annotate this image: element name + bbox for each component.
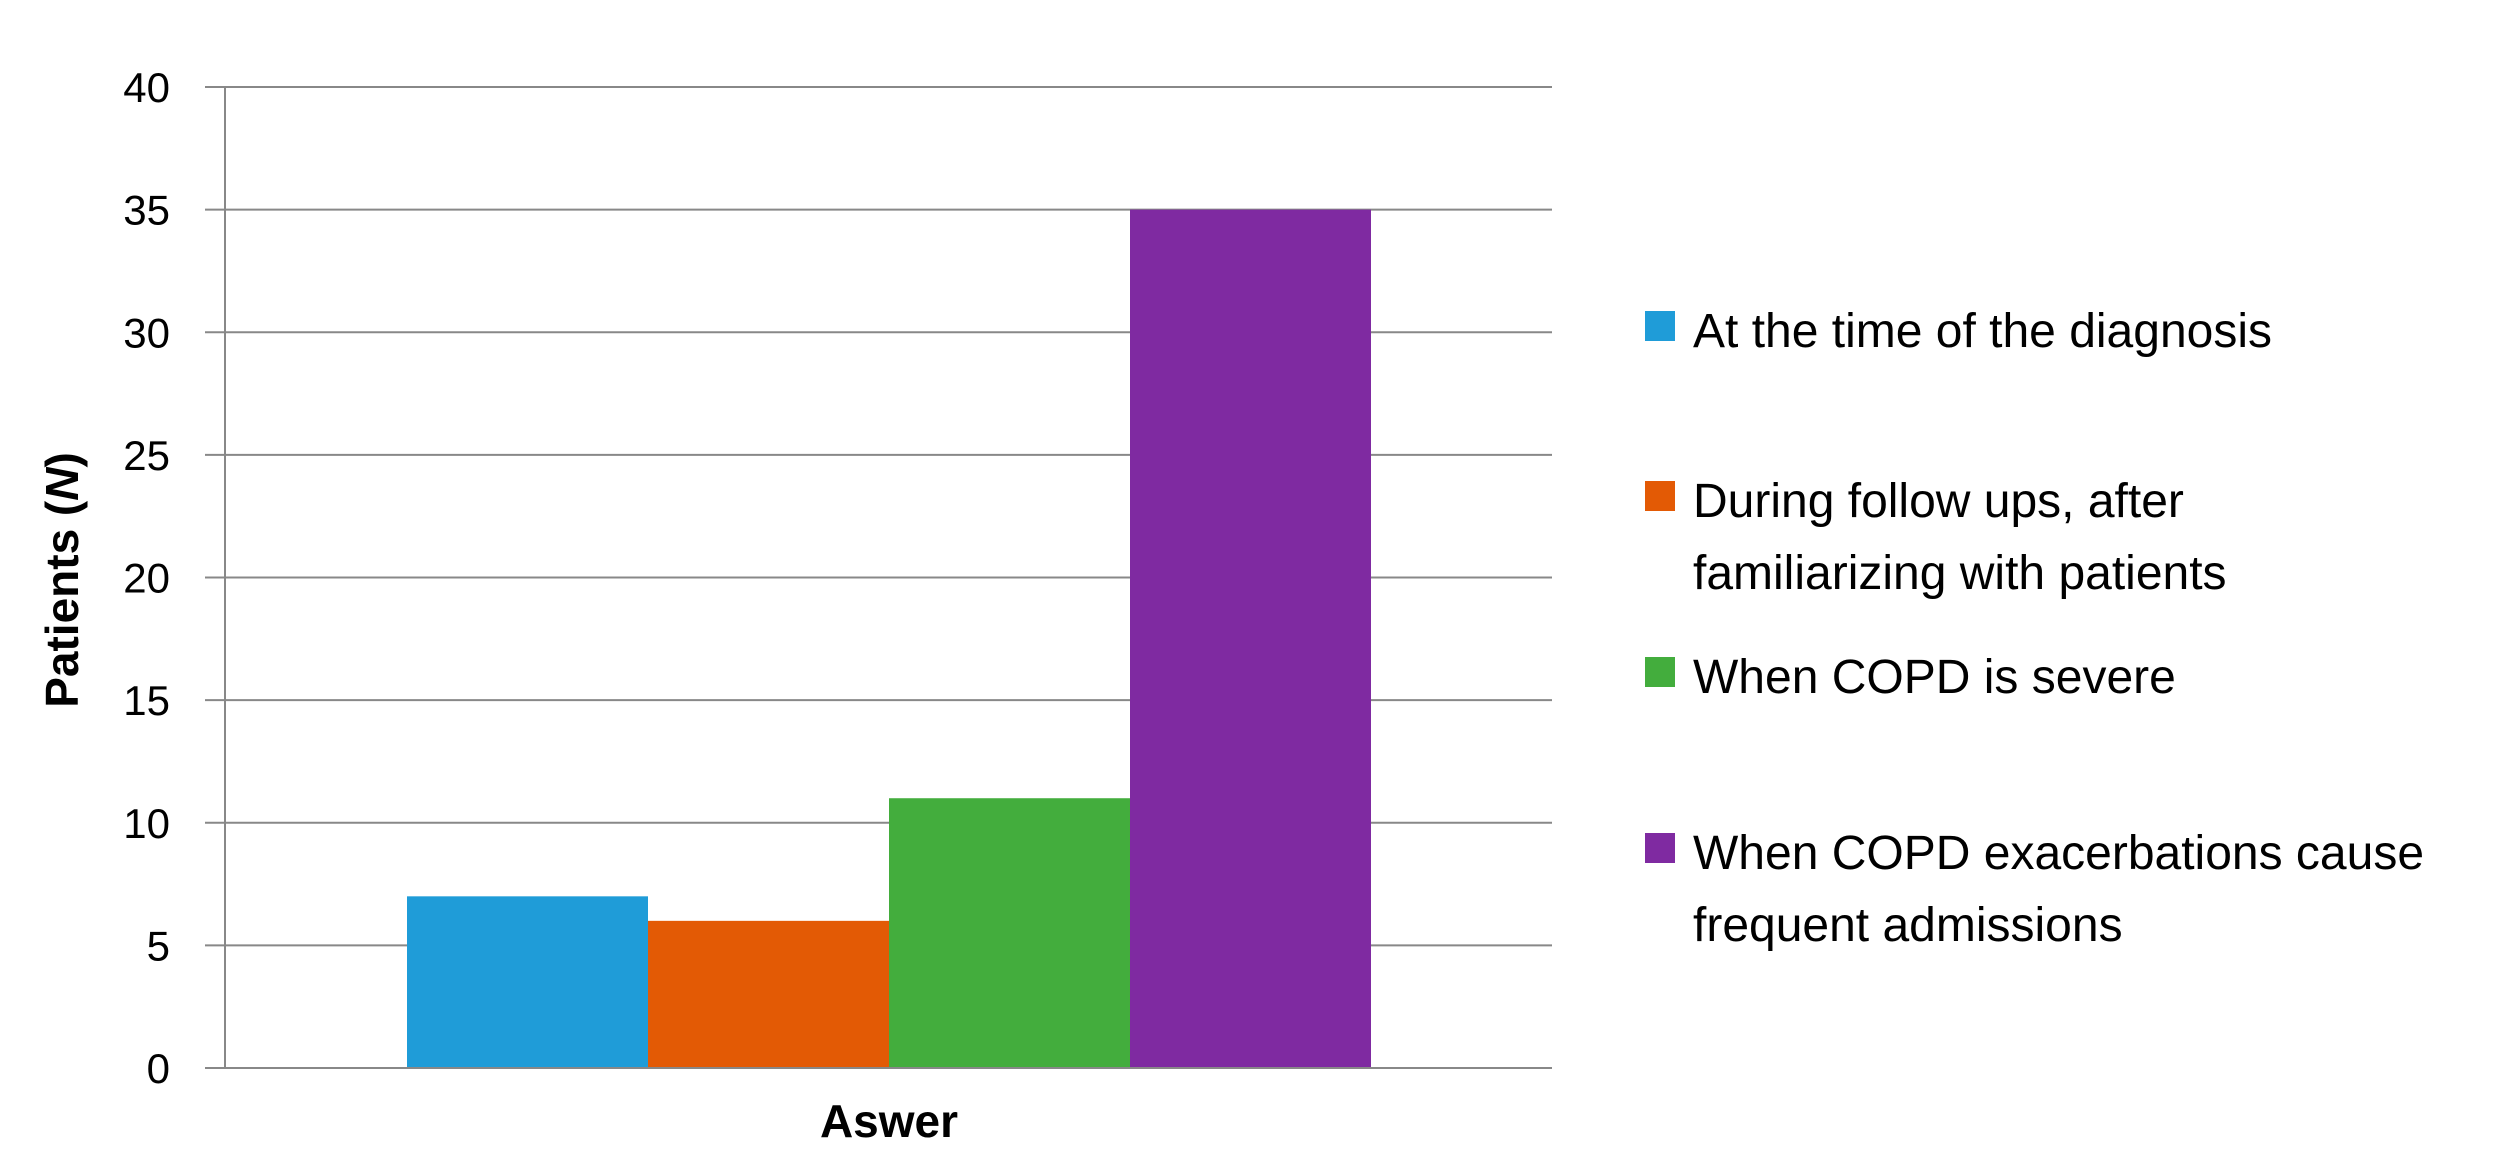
y-tick-label: 35	[123, 187, 170, 234]
legend-label: During follow ups, after familiarizing w…	[1693, 475, 2227, 600]
bar	[889, 798, 1130, 1068]
y-tick-label: 0	[147, 1045, 170, 1092]
legend: At the time of the diagnosis During follo…	[1645, 0, 2505, 1164]
legend-swatch	[1645, 833, 1675, 863]
bar	[1130, 209, 1371, 1068]
y-tick-label: 20	[123, 555, 170, 602]
bars	[407, 209, 1371, 1068]
y-tick-label: 25	[123, 432, 170, 479]
bar	[648, 920, 889, 1068]
legend-label: When COPD is severe	[1693, 651, 2176, 704]
y-tick-label: 15	[123, 677, 170, 724]
legend-label: At the time of the diagnosis	[1693, 305, 2272, 358]
legend-swatch	[1645, 311, 1675, 341]
y-tick-label: 40	[123, 64, 170, 111]
x-axis-title: Aswer	[820, 1095, 958, 1147]
legend-swatch	[1645, 657, 1675, 687]
bar	[407, 896, 648, 1068]
y-axis-ticks: 0 5 10 15 20 25 30 35 40	[123, 64, 170, 1092]
legend-item: During follow ups, after familiarizing w…	[1645, 466, 2511, 610]
bar-chart-plot: 0 5 10 15 20 25 30 35 40 Aswer Patients (N)	[36, 64, 1552, 1147]
y-tick-label: 30	[123, 309, 170, 356]
legend-item: At the time of the diagnosis	[1645, 296, 2511, 368]
legend-item: When COPD exacerbations cause frequent a…	[1645, 818, 2511, 962]
y-axis-title: Patients (N)	[36, 452, 88, 708]
y-tick-label: 10	[123, 800, 170, 847]
y-tick-label: 5	[147, 922, 170, 969]
legend-label: When COPD exacerbations cause frequent a…	[1693, 827, 2425, 952]
legend-item: When COPD is severe	[1645, 642, 2511, 714]
legend-swatch	[1645, 481, 1675, 511]
